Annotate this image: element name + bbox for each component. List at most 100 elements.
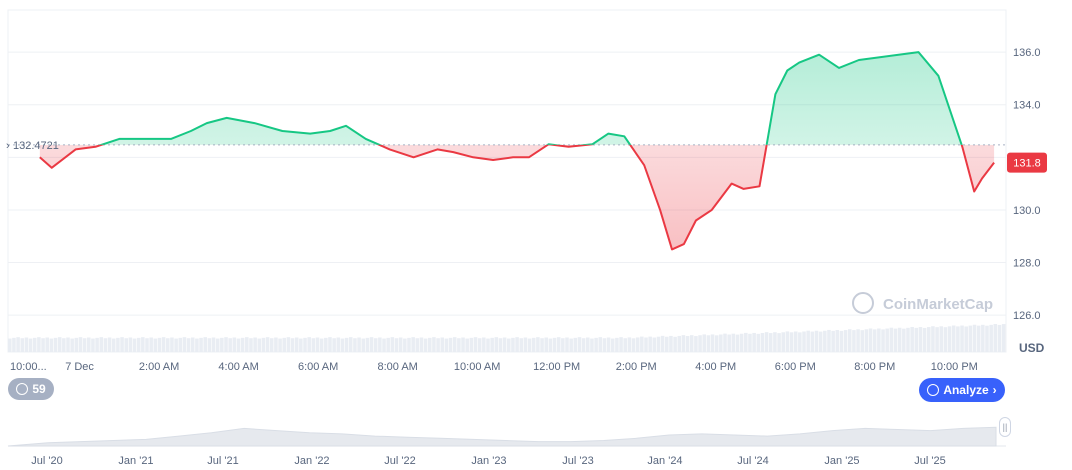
volume-bar [116, 337, 120, 352]
navigator-handle[interactable]: || [999, 417, 1011, 437]
volume-bar [631, 338, 636, 352]
volume-bar [436, 338, 440, 352]
y-tick-label: 130.0 [1013, 205, 1041, 217]
navigator[interactable]: Jul '20 Jan '21 Jul '21 Jan '22 Jul '22 Jan '… [7, 426, 1006, 467]
volume-bar [124, 338, 128, 352]
volume-bar [328, 337, 332, 352]
volume-bar [195, 338, 199, 352]
chevron-right-icon: › [992, 383, 997, 397]
price-point [51, 167, 53, 169]
analyze-button[interactable]: Analyze › [919, 378, 1005, 402]
price-line-up [98, 51, 963, 145]
price-point [973, 191, 975, 193]
price-point [961, 146, 963, 148]
volume-bar [814, 330, 819, 352]
volume-bar [802, 331, 806, 352]
volume-bar [569, 338, 573, 352]
volume-bar [473, 337, 478, 352]
volume-bar [943, 327, 948, 352]
volume-bar [793, 331, 798, 352]
y-tick-label: 136.0 [1013, 47, 1041, 59]
volume-bar [881, 329, 885, 352]
price-point [365, 138, 367, 140]
volume-bar [872, 329, 877, 352]
volume-bar [744, 332, 748, 352]
navigator-tick-label: Jan '23 [471, 455, 506, 467]
volume-bar [972, 324, 977, 352]
price-point [838, 67, 840, 69]
volume-bar [590, 338, 594, 352]
volume-bar [53, 337, 58, 352]
volume-bar [432, 337, 436, 352]
history-count: 59 [32, 382, 46, 396]
volume-bar [245, 337, 249, 352]
price-point [993, 162, 995, 164]
volume-bar [989, 324, 993, 352]
price-point [413, 156, 415, 158]
volume-bar [748, 333, 752, 352]
price-point [878, 56, 880, 58]
volume-bar [956, 326, 960, 352]
volume-bar [423, 338, 428, 352]
volume-bar [706, 335, 711, 352]
volume-bar [315, 337, 320, 352]
volume-bar [178, 337, 183, 352]
volume-bar [581, 338, 586, 352]
volume-bar [798, 332, 802, 352]
volume-bar [877, 328, 881, 352]
price-point [774, 93, 776, 95]
baseline-value: 132.4721 [13, 140, 59, 152]
volume-bar [839, 330, 844, 352]
volume-bar [577, 337, 582, 352]
price-point [142, 138, 144, 140]
volume-bar [261, 337, 266, 352]
volume-bar [789, 332, 794, 352]
y-tick-label: 128.0 [1013, 258, 1041, 270]
volume-bar [997, 324, 1002, 352]
volume-bar [215, 338, 220, 352]
volume-bar [511, 337, 515, 352]
volume-bar [856, 329, 860, 352]
volume-bar [976, 325, 981, 352]
volume-bar [145, 338, 149, 352]
navigator-tick-label: Jul '20 [31, 455, 62, 467]
volume-bar [926, 327, 931, 352]
volume-bar [186, 338, 191, 352]
volume-bar [656, 336, 661, 352]
price-point [671, 249, 673, 251]
volume-bar [324, 337, 328, 352]
volume-bar [619, 337, 623, 352]
volume-bar [677, 335, 682, 352]
volume-bar [477, 338, 482, 352]
price-point [938, 75, 940, 77]
volume-bar [561, 338, 565, 352]
history-button[interactable]: 59 [8, 378, 54, 400]
volume-bar [153, 338, 158, 352]
volume-bar [835, 329, 840, 352]
volume-bar [253, 337, 257, 352]
volume-bar [902, 328, 906, 352]
volume-bar [236, 338, 241, 352]
volume-bar [548, 338, 553, 352]
x-tick-label: 2:00 AM [139, 361, 179, 373]
volume-bar [914, 327, 919, 352]
x-tick-label: 12:00 PM [533, 361, 580, 373]
price-point [309, 133, 311, 135]
volume-bar [739, 333, 744, 352]
volume-bar [448, 337, 453, 352]
volume-bar [951, 325, 956, 352]
price-point [345, 125, 347, 127]
volume-bar [544, 337, 548, 352]
volume-bar [120, 337, 124, 352]
x-tick-label: 4:00 AM [218, 361, 258, 373]
volume-bar [41, 338, 45, 352]
volume-bar [12, 337, 16, 352]
navigator-area [7, 426, 997, 447]
volume-bar [993, 324, 998, 352]
y-tick-label: 134.0 [1013, 100, 1041, 112]
price-point [329, 130, 331, 132]
volume-bar [95, 337, 99, 352]
volume-bar [702, 334, 706, 352]
volume-bar [141, 337, 145, 352]
volume-bar [764, 332, 769, 352]
